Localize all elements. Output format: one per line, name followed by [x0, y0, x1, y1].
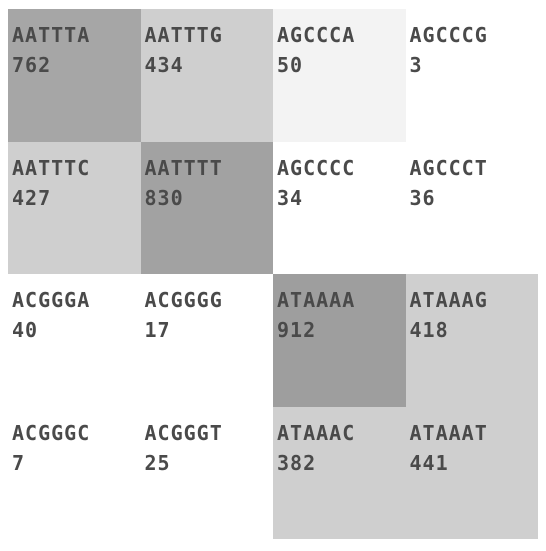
cell-sequence: ATAAAC: [277, 420, 356, 445]
cell-count: 441: [409, 450, 449, 475]
grid-cell: AATTTG 434: [140, 9, 273, 142]
grid-cell: AATTTC 427: [8, 141, 141, 274]
cell-sequence: AATTTG: [144, 23, 223, 47]
grid-cell: ATAAAT 441: [405, 406, 538, 539]
cell-count: 40: [12, 318, 39, 342]
grid-cell: AGCCCC 34: [273, 141, 406, 274]
cell-sequence: AGCCCC: [277, 155, 356, 180]
grid-cell: AGCCCG 3: [405, 9, 538, 142]
cell-count: 3: [409, 53, 423, 77]
cell-count: 427: [12, 185, 52, 210]
cell-sequence: AATTTT: [144, 155, 223, 180]
grid-cell: ATAAAA 912: [273, 274, 406, 407]
cell-count: 25: [144, 450, 171, 475]
grid-cell: ATAAAC 382: [273, 406, 406, 539]
sequence-count-grid: AATTTA 762 AATTTG 434 AGCCCA 50 AGCCCG 3 AAT…: [8, 9, 538, 539]
cell-sequence: AGCCCG: [409, 23, 488, 47]
grid-cell: ACGGGT 25: [140, 406, 273, 539]
cell-count: 434: [144, 53, 184, 77]
cell-sequence: AATTTC: [12, 155, 91, 180]
cell-sequence: ACGGGC: [12, 420, 91, 445]
grid-cell: ACGGGC 7: [8, 406, 141, 539]
cell-sequence: AATTTA: [12, 23, 91, 47]
grid-cell: AGCCCT 36: [405, 141, 538, 274]
cell-sequence: AGCCCA: [277, 23, 356, 47]
cell-sequence: ACGGGG: [144, 288, 223, 312]
grid-cell: AGCCCA 50: [273, 9, 406, 142]
cell-count: 762: [12, 53, 52, 77]
cell-count: 830: [144, 185, 184, 210]
grid-cell: ACGGGG 17: [140, 274, 273, 407]
grid-cell: AATTTA 762: [8, 9, 141, 142]
cell-count: 7: [12, 450, 26, 475]
cell-count: 34: [277, 185, 304, 210]
cell-sequence: ATAAAG: [409, 288, 488, 312]
cell-sequence: ACGGGT: [144, 420, 223, 445]
cell-sequence: ACGGGA: [12, 288, 91, 312]
cell-sequence: ATAAAT: [409, 420, 488, 445]
cell-sequence: AGCCCT: [409, 155, 488, 180]
cell-count: 382: [277, 450, 317, 475]
cell-count: 17: [144, 318, 171, 342]
cell-sequence: ATAAAA: [277, 288, 356, 312]
cell-count: 50: [277, 53, 304, 77]
cell-count: 418: [409, 318, 449, 342]
grid-cell: AATTTT 830: [140, 141, 273, 274]
cell-count: 36: [409, 185, 436, 210]
grid-cell: ATAAAG 418: [405, 274, 538, 407]
grid-cell: ACGGGA 40: [8, 274, 141, 407]
cell-count: 912: [277, 318, 317, 342]
